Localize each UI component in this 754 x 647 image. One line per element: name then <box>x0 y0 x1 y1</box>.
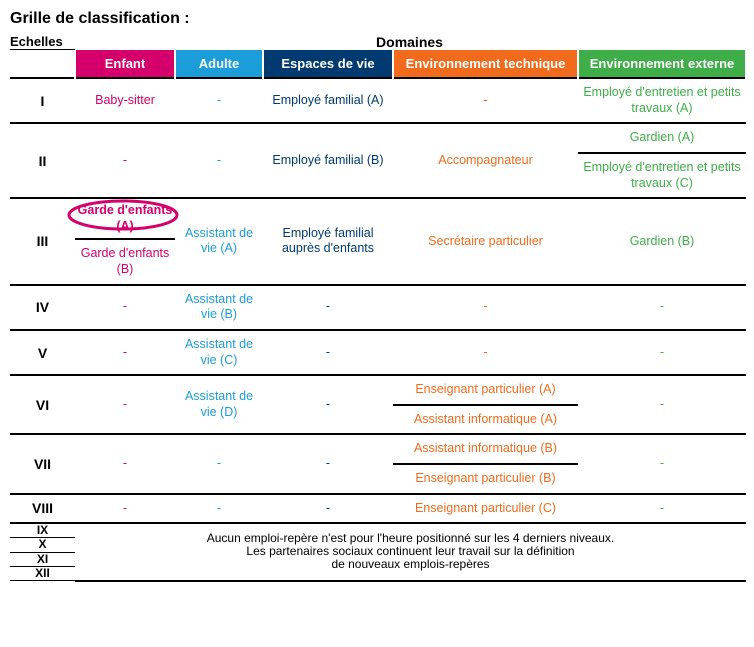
cell-VIII-envext: - <box>578 494 746 524</box>
cell-III-adulte: Assistant de vie (A) <box>175 198 263 285</box>
cell-II-envext-a: Gardien (A) <box>578 123 746 153</box>
cell-III-envtech: Secrétaire particulier <box>393 198 578 285</box>
row-III-a: III Garde d'enfants (A) Assistant de vie… <box>10 198 746 239</box>
domaines-label: Domaines <box>75 34 744 50</box>
ech-IV: IV <box>10 285 75 330</box>
ech-VIII: VIII <box>10 494 75 524</box>
cell-I-envtech: - <box>393 78 578 123</box>
row-V: V - Assistant de vie (C) - - - <box>10 330 746 375</box>
row-VIII: VIII - - - Enseignant particulier (C) - <box>10 494 746 524</box>
cell-II-adulte: - <box>175 123 263 198</box>
cell-VIII-adulte: - <box>175 494 263 524</box>
ech-I: I <box>10 78 75 123</box>
classification-table: Enfant Adulte Espaces de vie Environneme… <box>10 50 747 582</box>
cell-VII-enfant: - <box>75 434 175 493</box>
grid-title: Grille de classification : <box>10 10 744 28</box>
cell-III-envext: Gardien (B) <box>578 198 746 285</box>
ech-VI: VI <box>10 375 75 434</box>
cell-IV-envext: - <box>578 285 746 330</box>
ech-II: II <box>10 123 75 198</box>
row-IV: IV - Assistant de vie (B) - - - <box>10 285 746 330</box>
cell-V-envext: - <box>578 330 746 375</box>
cell-V-envtech: - <box>393 330 578 375</box>
highlight-garde-enfants-a: Garde d'enfants (A) <box>75 203 175 234</box>
ech-IX: IX <box>10 523 75 538</box>
cell-VI-espaces: - <box>263 375 393 434</box>
cell-VI-envtech-b: Assistant informatique (A) <box>393 405 578 435</box>
cell-VII-envtech-b: Enseignant particulier (B) <box>393 464 578 494</box>
cell-VII-adulte: - <box>175 434 263 493</box>
cell-I-adulte: - <box>175 78 263 123</box>
footer-line-3: de nouveaux emplois-repères <box>331 557 489 571</box>
cell-IV-espaces: - <box>263 285 393 330</box>
cell-I-espaces: Employé familial (A) <box>263 78 393 123</box>
ech-VII: VII <box>10 434 75 493</box>
footer-line-1: Aucun emploi-repère n'est pour l'heure p… <box>207 531 614 545</box>
row-VII-a: VII - - - Assistant informatique (B) - <box>10 434 746 464</box>
cell-II-envext-b: Employé d'entretien et petits travaux (C… <box>578 153 746 198</box>
ech-X: X <box>10 538 75 552</box>
echelles-label: Echelles <box>10 34 75 50</box>
cell-VIII-espaces: - <box>263 494 393 524</box>
cell-II-espaces: Employé familial (B) <box>263 123 393 198</box>
cell-III-espaces: Employé familial auprès d'enfants <box>263 198 393 285</box>
ech-V: V <box>10 330 75 375</box>
cell-VIII-enfant: - <box>75 494 175 524</box>
cell-III-enfant-a-text: Garde d'enfants (A) <box>78 203 173 233</box>
cell-I-envext: Employé d'entretien et petits travaux (A… <box>578 78 746 123</box>
cell-I-enfant: Baby-sitter <box>75 78 175 123</box>
hdr-espaces: Espaces de vie <box>263 50 393 78</box>
cell-V-adulte: Assistant de vie (C) <box>175 330 263 375</box>
ech-XI: XI <box>10 552 75 566</box>
cell-IV-adulte: Assistant de vie (B) <box>175 285 263 330</box>
cell-VI-envtech-a: Enseignant particulier (A) <box>393 375 578 405</box>
row-I: I Baby-sitter - Employé familial (A) - E… <box>10 78 746 123</box>
footer-note: Aucun emploi-repère n'est pour l'heure p… <box>75 523 746 580</box>
top-labels: Echelles Domaines <box>10 34 744 50</box>
cell-II-envtech: Accompagnateur <box>393 123 578 198</box>
cell-VI-enfant: - <box>75 375 175 434</box>
hdr-adulte: Adulte <box>175 50 263 78</box>
cell-V-enfant: - <box>75 330 175 375</box>
cell-VI-envext: - <box>578 375 746 434</box>
ech-XII: XII <box>10 566 75 580</box>
cell-III-enfant-b: Garde d'enfants (B) <box>75 239 175 284</box>
cell-II-enfant: - <box>75 123 175 198</box>
cell-VII-espaces: - <box>263 434 393 493</box>
cell-VIII-envtech: Enseignant particulier (C) <box>393 494 578 524</box>
ech-III: III <box>10 198 75 285</box>
cell-VII-envext: - <box>578 434 746 493</box>
cell-IV-enfant: - <box>75 285 175 330</box>
cell-VII-envtech-a: Assistant informatique (B) <box>393 434 578 464</box>
hdr-enfant: Enfant <box>75 50 175 78</box>
cell-VI-adulte: Assistant de vie (D) <box>175 375 263 434</box>
cell-III-enfant-a: Garde d'enfants (A) <box>75 198 175 239</box>
row-IX: IX Aucun emploi-repère n'est pour l'heur… <box>10 523 746 538</box>
row-VI-a: VI - Assistant de vie (D) - Enseignant p… <box>10 375 746 405</box>
hdr-env-tech: Environnement technique <box>393 50 578 78</box>
header-row: Enfant Adulte Espaces de vie Environneme… <box>10 50 746 78</box>
cell-V-espaces: - <box>263 330 393 375</box>
footer-line-2: Les partenaires sociaux continuent leur … <box>246 544 574 558</box>
row-II-a: II - - Employé familial (B) Accompagnate… <box>10 123 746 153</box>
cell-IV-envtech: - <box>393 285 578 330</box>
hdr-env-ext: Environnement externe <box>578 50 746 78</box>
